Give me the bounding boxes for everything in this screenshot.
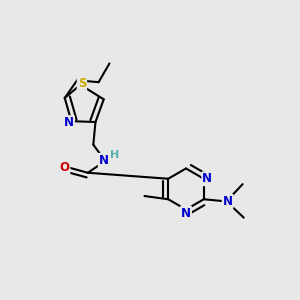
Text: N: N [64,116,74,129]
Text: N: N [202,172,212,185]
Text: S: S [78,77,86,90]
Text: N: N [181,207,191,220]
Text: N: N [223,195,233,208]
Text: N: N [99,154,109,167]
Text: H: H [110,151,119,160]
Text: O: O [59,161,69,174]
